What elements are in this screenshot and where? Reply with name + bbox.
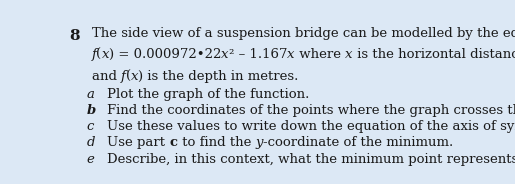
- Text: a: a: [87, 88, 94, 101]
- Text: f: f: [121, 70, 126, 83]
- Text: Find the coordinates of the points where the graph crosses the: Find the coordinates of the points where…: [108, 104, 515, 117]
- Text: Plot the graph of the function.: Plot the graph of the function.: [108, 88, 310, 101]
- Text: b: b: [87, 104, 96, 117]
- Text: is the horizontal distance in metres: is the horizontal distance in metres: [353, 48, 515, 61]
- Text: c: c: [87, 120, 94, 133]
- Text: to find the: to find the: [178, 137, 255, 149]
- Text: x: x: [345, 48, 353, 61]
- Text: d: d: [87, 137, 95, 149]
- Text: f: f: [92, 48, 96, 61]
- Text: 8: 8: [69, 29, 80, 43]
- Text: and: and: [92, 70, 121, 83]
- Text: (: (: [126, 70, 131, 83]
- Text: e: e: [87, 153, 94, 166]
- Text: Use these values to write down the equation of the axis of symmetry.: Use these values to write down the equat…: [108, 120, 515, 133]
- Text: Describe, in this context, what the minimum point represents.: Describe, in this context, what the mini…: [108, 153, 515, 166]
- Text: (: (: [96, 48, 101, 61]
- Text: x: x: [287, 48, 295, 61]
- Text: c: c: [170, 137, 178, 149]
- Text: Use part: Use part: [108, 137, 170, 149]
- Text: ² – 1.167: ² – 1.167: [229, 48, 287, 61]
- Text: ) is the depth in metres.: ) is the depth in metres.: [138, 70, 299, 83]
- Text: The side view of a suspension bridge can be modelled by the equation: The side view of a suspension bridge can…: [92, 27, 515, 40]
- Text: x: x: [101, 48, 109, 61]
- Text: x: x: [221, 48, 229, 61]
- Text: where: where: [295, 48, 345, 61]
- Text: y: y: [255, 137, 263, 149]
- Text: ) = 0.000972•22: ) = 0.000972•22: [109, 48, 221, 61]
- Text: x: x: [131, 70, 138, 83]
- Text: -coordinate of the minimum.: -coordinate of the minimum.: [263, 137, 453, 149]
